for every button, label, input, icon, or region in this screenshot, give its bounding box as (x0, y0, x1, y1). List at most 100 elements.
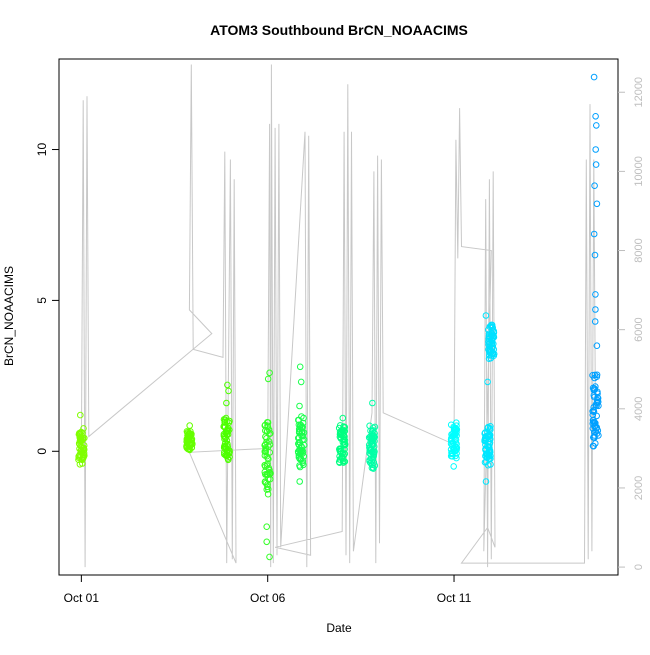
data-point (263, 452, 271, 460)
data-point (592, 401, 600, 409)
data-point (368, 461, 376, 469)
data-point (366, 422, 373, 430)
data-point (80, 453, 87, 461)
data-point (591, 393, 598, 401)
y-right-tick-label: 2000 (633, 476, 645, 500)
series-cluster-1 (183, 422, 196, 454)
data-point (264, 483, 271, 491)
series-cluster-4 (294, 363, 308, 485)
series-cluster-6 (365, 399, 379, 472)
data-point (224, 441, 231, 448)
data-point (487, 349, 495, 356)
series-cluster-2 (220, 381, 233, 464)
y-right-tick-label: 12000 (633, 77, 645, 108)
data-point (295, 442, 303, 449)
data-point (338, 432, 345, 439)
y-left-tick-label: 0 (35, 448, 49, 455)
data-point (297, 455, 305, 463)
data-point (341, 427, 349, 435)
data-point (299, 432, 307, 440)
data-point (295, 429, 303, 436)
data-point-outlier (484, 378, 491, 386)
axes-layer: Oct 01 Oct 06 Oct 11 0 5 10 0 2000 4000 6000 8000 1… (35, 77, 645, 605)
series-cluster-9 (485, 321, 498, 363)
data-point-outlier (593, 200, 601, 208)
data-point (298, 448, 305, 456)
data-point (368, 435, 376, 443)
data-point-outlier (224, 381, 231, 389)
plot-frame (58, 58, 619, 576)
data-point (261, 461, 269, 469)
data-point (593, 412, 601, 420)
y-right-tick-label: 4000 (633, 397, 645, 421)
data-point (261, 442, 269, 449)
data-point-outlier (592, 146, 600, 153)
data-point (298, 413, 305, 420)
data-point (340, 459, 347, 466)
data-point (451, 424, 458, 432)
data-point (450, 432, 458, 439)
y-right-tick-label: 8000 (633, 238, 645, 262)
data-point (263, 438, 270, 446)
data-point-outlier (266, 369, 273, 377)
data-point (222, 439, 229, 447)
data-point (487, 423, 494, 430)
data-point (336, 430, 344, 438)
data-point-outlier (591, 318, 599, 325)
data-point-outlier (296, 478, 304, 485)
data-point (188, 444, 196, 451)
data-point (75, 456, 82, 464)
data-point (589, 407, 597, 415)
data-point (77, 438, 85, 446)
chart-title: ATOM3 Southbound BrCN_NOAACIMS (210, 22, 468, 38)
data-point (223, 431, 231, 439)
data-point (221, 451, 228, 458)
data-point (261, 421, 269, 429)
data-point-outlier (223, 399, 230, 407)
data-point-outlier (592, 291, 599, 298)
y-left-tick-label: 10 (35, 143, 49, 157)
data-point-outlier (592, 113, 599, 120)
data-point (79, 445, 87, 452)
series-cluster-8 (481, 312, 494, 485)
data-point (370, 450, 378, 458)
data-point (592, 428, 600, 436)
data-point-outlier (186, 422, 193, 429)
points-layer (75, 73, 602, 561)
y-left-tick-label: 5 (35, 297, 49, 304)
data-point (482, 437, 490, 444)
data-point-outlier (591, 251, 599, 259)
data-point (76, 440, 83, 447)
data-point (185, 437, 192, 445)
data-point (594, 394, 602, 402)
data-point (453, 422, 460, 430)
y-right-tick-label: 10000 (633, 156, 645, 187)
data-point-outlier (591, 182, 598, 189)
data-point (448, 449, 455, 457)
data-point (220, 423, 227, 430)
data-point-outlier (264, 375, 272, 383)
data-point (265, 438, 273, 445)
data-point (451, 435, 459, 443)
data-point (481, 430, 489, 437)
data-point (591, 374, 598, 382)
data-point (369, 441, 377, 449)
data-point (295, 438, 303, 446)
data-point (264, 481, 271, 488)
data-point-outlier (593, 342, 601, 350)
data-point (593, 430, 601, 437)
x-tick-label: Oct 01 (64, 591, 100, 605)
data-point-outlier (482, 312, 490, 319)
data-point (297, 421, 305, 429)
data-point (371, 462, 379, 469)
data-point-outlier (339, 414, 347, 422)
data-point (300, 429, 308, 436)
data-point (485, 431, 493, 439)
data-point (484, 454, 491, 461)
data-point (299, 419, 307, 427)
data-point (485, 330, 493, 338)
data-point (221, 449, 228, 456)
data-point-outlier (482, 478, 490, 485)
data-point-outlier (263, 523, 271, 531)
